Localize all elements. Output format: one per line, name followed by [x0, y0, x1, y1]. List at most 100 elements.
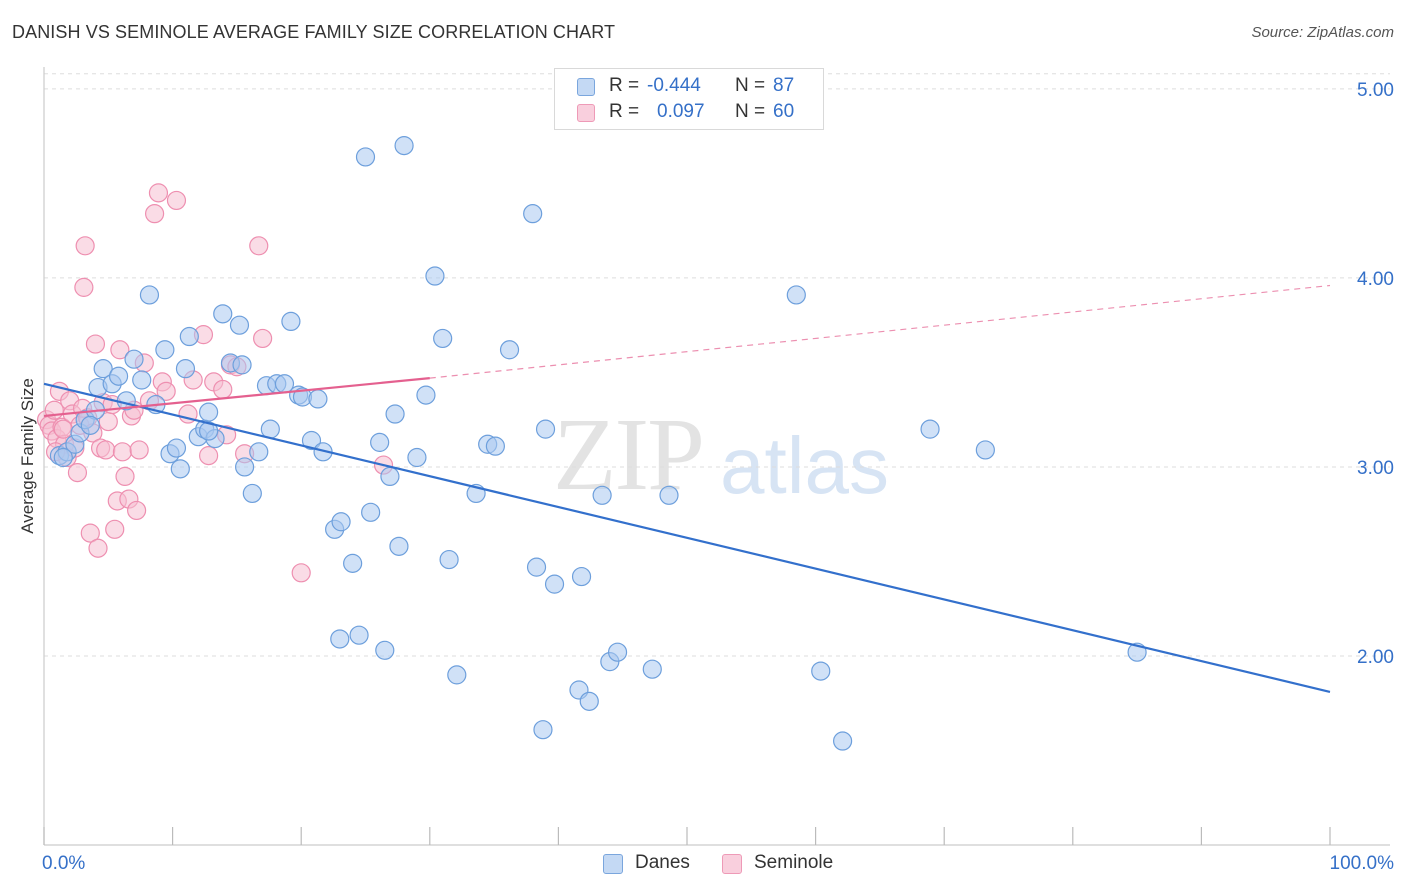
danes-point [579, 691, 599, 711]
seminole-point [75, 236, 95, 256]
danes-r-label: R = [609, 75, 640, 96]
y-tick-label: 5.00 [1357, 80, 1394, 101]
danes-point [308, 389, 328, 409]
danes-point [385, 404, 405, 424]
x-tick-label-max: 100.0% [1330, 853, 1395, 874]
seminole-point [126, 500, 147, 521]
seminole-point [67, 463, 88, 483]
danes-point [375, 640, 395, 660]
danes-point [139, 285, 160, 305]
danes-point [155, 340, 175, 360]
seminole-point [253, 328, 273, 349]
seminole-point [74, 277, 94, 297]
danes-point [642, 659, 662, 679]
danes-point [281, 311, 301, 332]
seminole-point [148, 183, 169, 203]
y-tick-label: 4.00 [1357, 269, 1394, 290]
danes-point [80, 415, 100, 435]
danes-point [242, 483, 262, 504]
danes-point [833, 731, 853, 751]
danes-point [361, 502, 381, 522]
x-tick-label-min: 0.0% [42, 853, 85, 874]
danes-point [170, 459, 190, 479]
danes-point [535, 419, 556, 439]
danes-point [571, 566, 592, 587]
seminole-point [213, 379, 233, 400]
source-attribution: Source: ZipAtlas.com [1251, 24, 1394, 41]
danes-point [433, 328, 453, 349]
danes-point [53, 447, 73, 468]
seminole-swatch [577, 104, 595, 122]
trend-lines [43, 284, 1331, 693]
danes-point [93, 359, 113, 379]
danes-point [232, 355, 252, 375]
danes-point [380, 466, 400, 487]
seminole-trend-line [43, 377, 430, 418]
danes-point [592, 485, 612, 505]
danes-point [811, 661, 831, 681]
seminole-point [291, 563, 311, 583]
danes-point [179, 326, 199, 347]
danes-point [199, 421, 219, 441]
danes-point [407, 447, 427, 468]
seminole-point [88, 538, 108, 558]
danes-point [920, 419, 940, 439]
seminole-point [115, 466, 135, 487]
danes-point [533, 720, 553, 740]
legend-row-seminole: R = 0.097 N = 60 [577, 101, 817, 125]
seminole-trend-extension [429, 284, 1331, 379]
seminole-point [199, 446, 219, 466]
seminole-point [80, 523, 100, 543]
danes-point [349, 625, 369, 645]
danes-point [544, 574, 565, 594]
danes-point [301, 430, 322, 451]
danes-point [607, 642, 628, 662]
danes-point [108, 366, 129, 386]
danes-point [132, 370, 152, 390]
seminole-n-label: N = [735, 101, 766, 122]
y-tick-label: 3.00 [1357, 458, 1394, 479]
danes-point [975, 440, 995, 460]
danes-r-value: -0.444 [647, 75, 701, 96]
y-tick-label: 2.00 [1357, 647, 1394, 668]
chart-title: DANISH VS SEMINOLE AVERAGE FAMILY SIZE C… [12, 22, 616, 42]
danes-point [439, 549, 459, 570]
seminole-n-value: 60 [773, 101, 795, 122]
seminole-point [249, 236, 269, 256]
seminole-point [144, 204, 165, 224]
seminole-point [129, 440, 149, 460]
watermark-zip: ZIP [553, 397, 705, 512]
seminole-r-label: R = [609, 101, 640, 122]
danes-n-value: 87 [773, 75, 795, 96]
danes-point [235, 457, 255, 477]
legend-row-danes: R = -0.444 N = 87 [577, 75, 817, 99]
correlation-legend: R = -0.444 N = 87 R = 0.097 N = 60 [554, 68, 824, 130]
danes-point [370, 432, 390, 452]
danes-legend-label: Danes [635, 852, 690, 873]
seminole-point [156, 381, 176, 401]
danes-n-label: N = [735, 75, 766, 96]
axes [43, 67, 1390, 846]
danes-point [786, 285, 806, 305]
danes-point [425, 266, 445, 286]
seminole-point [112, 442, 133, 462]
danes-point [330, 629, 350, 649]
seminole-point [110, 340, 130, 360]
danes-point [447, 665, 467, 685]
danes-point [485, 436, 505, 456]
seminole-r-value: 0.097 [657, 101, 705, 122]
seminole-legend-swatch [722, 854, 742, 874]
seminole-point [85, 334, 106, 354]
danes-point [229, 315, 250, 335]
seminole-point [96, 440, 116, 460]
danes-point [175, 359, 196, 379]
danes-point [199, 402, 219, 422]
danes-point [523, 204, 543, 224]
danes-point [389, 536, 409, 556]
bottom-legend-danes: Danes [603, 852, 713, 876]
seminole-legend-label: Seminole [754, 852, 834, 873]
danes-point [213, 304, 233, 324]
danes-point [124, 349, 144, 369]
danes-point [394, 136, 414, 156]
